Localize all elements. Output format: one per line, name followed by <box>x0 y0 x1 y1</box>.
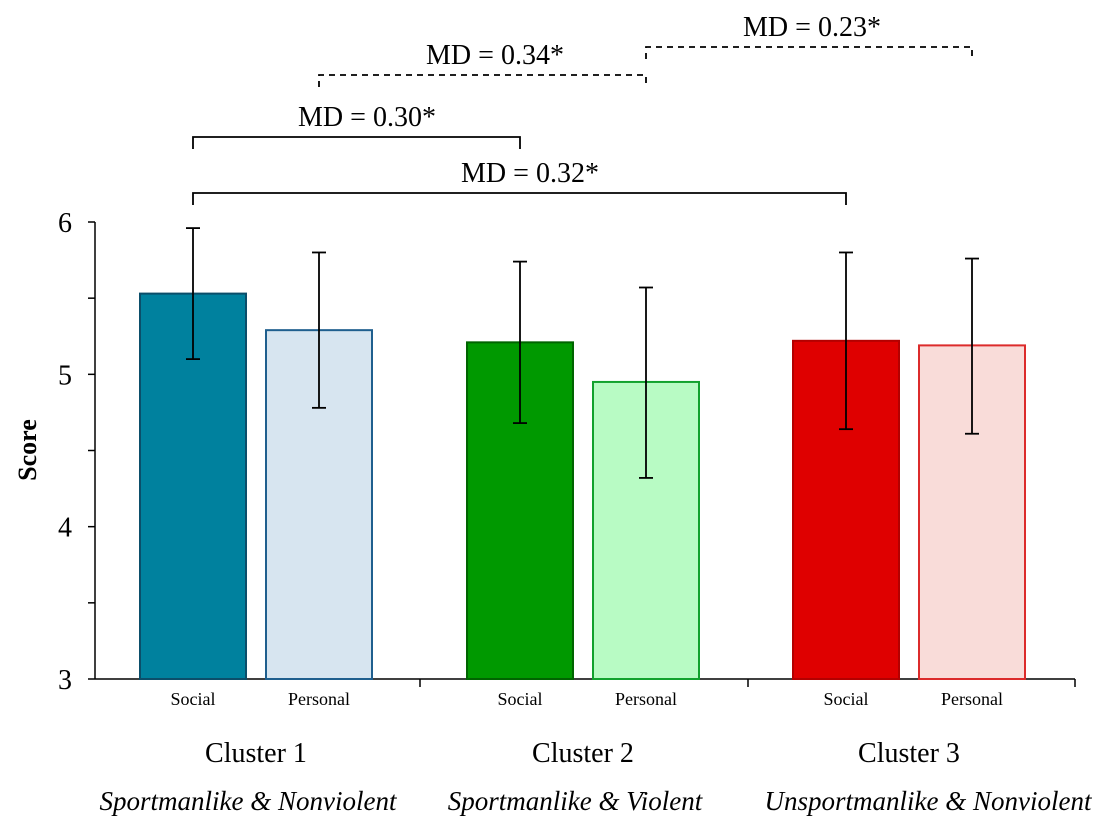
bar-label: Personal <box>615 689 677 709</box>
axes <box>88 221 1076 687</box>
cluster-subtitle: Sportmanlike & Nonviolent <box>100 786 398 816</box>
comparison-brackets <box>192 46 973 205</box>
bars <box>139 292 1026 680</box>
comparison-label: MD = 0.32* <box>461 158 599 189</box>
error-bars <box>186 227 979 479</box>
bar-label: Social <box>171 689 216 709</box>
comparison-bracket <box>192 136 521 149</box>
cluster-title: Cluster 3 <box>858 738 960 769</box>
y-axis-label: Score <box>13 419 42 481</box>
bar-label: Personal <box>941 689 1003 709</box>
labels: 3 4 5 6 Score Social Personal Cluster 1 Sportman… <box>13 12 1093 816</box>
cluster-title: Cluster 1 <box>205 738 307 769</box>
cluster-subtitle: Sportmanlike & Violent <box>448 786 704 816</box>
y-tick-label: 4 <box>58 513 72 544</box>
comparison-label: MD = 0.30* <box>298 102 436 133</box>
comparison-label: MD = 0.34* <box>426 40 564 71</box>
cluster-title: Cluster 2 <box>532 738 634 769</box>
comparison-bracket <box>192 192 847 205</box>
bar-label: Social <box>498 689 543 709</box>
comparison-bracket <box>645 46 973 59</box>
y-tick-label: 5 <box>58 360 72 391</box>
bar-label: Personal <box>288 689 350 709</box>
bar-label: Social <box>824 689 869 709</box>
y-tick-label: 6 <box>58 208 72 239</box>
comparison-label: MD = 0.23* <box>743 12 881 43</box>
y-tick-label: 3 <box>58 665 72 696</box>
comparison-bracket <box>318 74 647 87</box>
cluster-subtitle: Unsportmanlike & Nonviolent <box>765 786 1093 816</box>
